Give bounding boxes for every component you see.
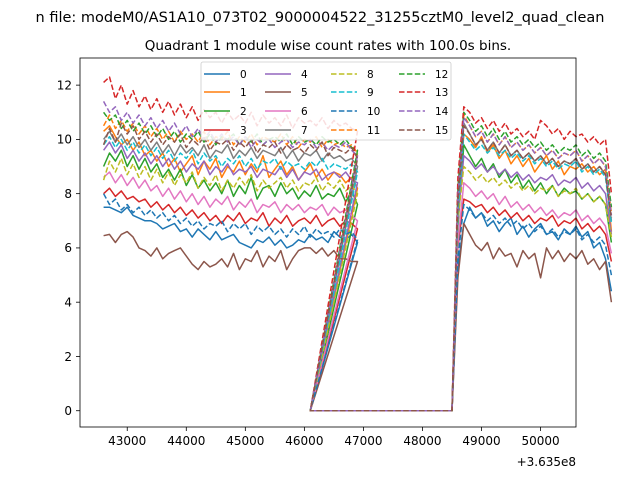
legend-label-6: 6 (301, 106, 308, 118)
x-tick-label: 46000 (285, 434, 323, 448)
figure-suptitle: n file: modeM0/AS1A10_073T02_9000004522_… (36, 10, 605, 26)
y-tick-label: 12 (57, 78, 72, 92)
y-tick-label: 0 (64, 404, 72, 418)
legend-label-8: 8 (367, 69, 374, 81)
series-line-2 (102, 144, 613, 412)
x-tick-label: 43000 (108, 434, 146, 448)
legend-label-0: 0 (240, 69, 247, 81)
legend-label-4: 4 (301, 69, 308, 81)
series-line-12 (102, 111, 613, 412)
y-tick-label: 2 (64, 350, 72, 364)
legend-label-3: 3 (240, 125, 247, 137)
chart-title: Quadrant 1 module wise count rates with … (145, 38, 511, 54)
series-line-10 (102, 193, 613, 412)
series-line-6 (103, 171, 613, 412)
legend-label-9: 9 (367, 87, 374, 99)
series-line-5 (103, 222, 613, 412)
legend-label-13: 13 (435, 87, 448, 99)
y-tick-label: 6 (64, 241, 72, 255)
series-line-4 (102, 141, 613, 412)
legend-label-14: 14 (435, 106, 449, 118)
series-line-8 (102, 157, 613, 412)
legend-label-11: 11 (367, 125, 380, 137)
legend-label-10: 10 (367, 106, 380, 118)
x-tick-label: 47000 (344, 434, 382, 448)
legend-frame (200, 61, 452, 141)
x-axis-offset-label: +3.635e8 (517, 455, 576, 469)
plot-area: 43000 44000 45000 46000 47000 48000 49000 50000… (57, 57, 613, 469)
x-tick-label: 44000 (167, 434, 205, 448)
legend-label-2: 2 (240, 106, 247, 118)
legend-label-1: 1 (240, 87, 247, 99)
plot-frame (79, 57, 577, 428)
series-line-14 (102, 101, 613, 412)
series-line-9 (102, 133, 613, 412)
x-axis: 43000 44000 45000 46000 47000 48000 49000 50000 (108, 427, 560, 448)
series-line-7 (102, 122, 613, 412)
y-tick-label: 4 (64, 295, 72, 309)
series-line-0 (103, 206, 613, 412)
legend-label-12: 12 (435, 69, 448, 81)
series-line-3 (103, 187, 613, 412)
x-tick-label: 48000 (403, 434, 441, 448)
x-tick-label: 45000 (226, 434, 264, 448)
x-tick-label: 50000 (521, 434, 559, 448)
legend-label-15: 15 (435, 125, 448, 137)
legend-label-5: 5 (301, 87, 308, 99)
y-axis: 0 2 4 6 8 10 12 (57, 78, 80, 418)
y-tick-label: 8 (64, 187, 72, 201)
series-layer (102, 76, 613, 412)
y-tick-label: 10 (57, 133, 72, 147)
series-line-15 (102, 122, 613, 412)
x-tick-label: 49000 (462, 434, 500, 448)
legend-label-7: 7 (301, 125, 308, 137)
